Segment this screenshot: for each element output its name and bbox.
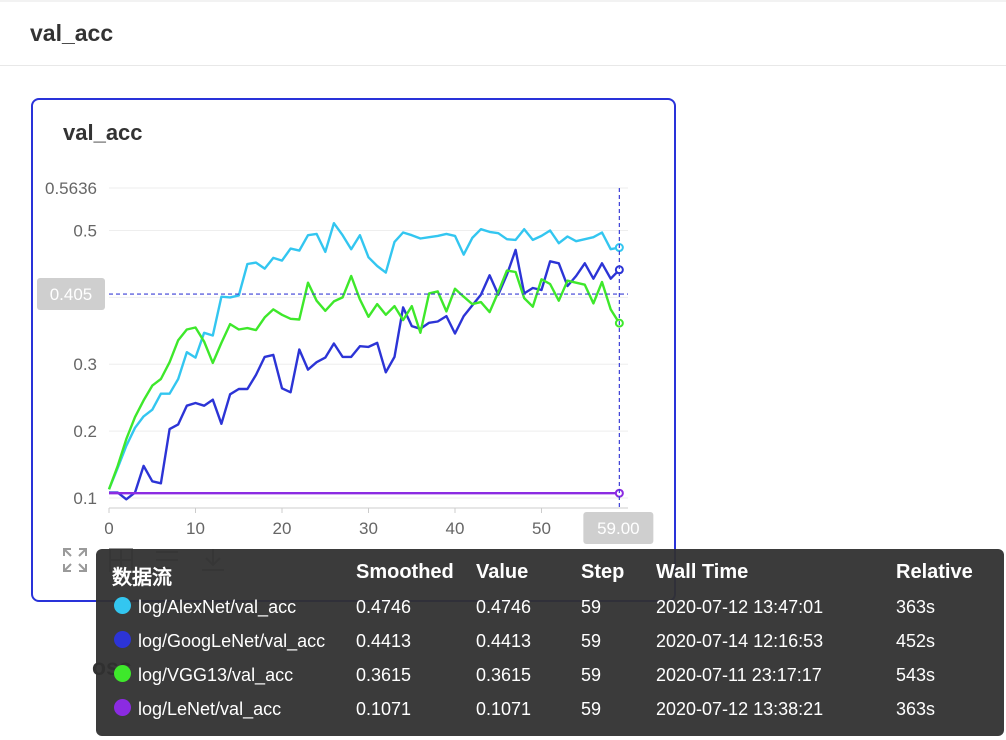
header-wall-time: Wall Time [656,561,749,583]
line-chart[interactable]: 0.405 59.00 0.1 0.2 0.3 0.5 0.5636 0 10 20 30 40 50 [33,100,674,600]
tooltip-row: log/AlexNet/val_acc 0.4746 0.4746 59 202… [96,597,1004,627]
row-smoothed: 0.1071 [356,699,412,719]
x-tick-label: 10 [186,519,205,538]
x-tick-label: 0 [104,519,113,538]
y-tick-label: 0.5 [73,222,97,241]
series-color-dot [114,597,131,614]
series-color-dot [114,665,131,682]
x-tick-label: 40 [446,519,465,538]
row-smoothed: 0.4413 [356,631,412,651]
y-tick-label: 0.3 [73,355,97,374]
series-line [107,221,620,490]
row-name: log/GoogLeNet/val_acc [138,631,326,651]
tooltip-row: log/GoogLeNet/val_acc 0.4413 0.4413 59 2… [96,631,1004,661]
fullscreen-icon[interactable] [61,546,89,574]
header-smoothed: Smoothed [356,561,454,583]
row-step: 59 [581,597,602,617]
axes [108,507,628,513]
hover-y-badge-bg [37,278,105,311]
row-wall-time: 2020-07-12 13:38:21 [656,699,824,719]
row-name: log/LeNet/val_acc [138,699,282,719]
row-wall-time: 2020-07-14 12:16:53 [656,631,824,651]
row-step: 59 [581,699,602,719]
y-tick-label: 0.2 [73,422,97,441]
series-color-dot [114,699,131,716]
hover-x-badge-bg [583,512,654,544]
row-relative: 363s [896,699,936,719]
row-wall-time: 2020-07-12 13:47:01 [656,597,824,617]
row-relative: 363s [896,597,936,617]
row-name: log/AlexNet/val_acc [138,597,297,617]
row-value: 0.1071 [476,699,532,719]
row-wall-time: 2020-07-11 23:17:17 [656,665,822,685]
hover-y-label: 0.405 [50,285,93,304]
x-tick-label: 20 [273,519,292,538]
series-line [109,248,621,501]
y-tick-label: 0.1 [73,489,97,508]
row-relative: 543s [896,665,936,685]
tooltip-row: log/LeNet/val_acc 0.1071 0.1071 59 2020-… [96,699,1004,729]
header-value: Value [476,561,529,583]
hover-x-badge: 59.00 [583,512,654,544]
chart-title: val_acc [63,120,143,145]
series-lines [107,221,624,501]
section-title: val_acc [30,20,114,46]
grid-lines [109,187,628,499]
row-step: 59 [581,665,602,685]
series-color-dot [114,631,131,648]
header-name: 数据流 [112,567,172,589]
x-tick-label: 50 [532,519,551,538]
row-smoothed: 0.4746 [356,597,412,617]
header-relative: Relative [896,561,973,583]
series-line [107,269,621,490]
row-value: 0.4413 [476,631,532,651]
x-tick-label: 30 [359,519,378,538]
row-name: log/VGG13/val_acc [138,665,294,685]
row-relative: 452s [896,631,936,651]
section-header[interactable]: val_acc [0,2,1006,66]
chart-card: val_acc 0.405 59.00 0.1 0.2 0.3 0.5 0.5636 0 10… [31,98,676,602]
axis-labels: 0.1 0.2 0.3 0.5 0.5636 0 10 20 30 40 50 [45,179,551,538]
row-smoothed: 0.3615 [356,665,412,685]
y-max-label: 0.5636 [45,179,97,198]
row-value: 0.3615 [476,665,532,685]
header-step: Step [581,561,625,583]
hover-crosshair: 0.405 59.00 [37,188,654,544]
hover-y-badge: 0.405 [37,278,105,311]
hover-x-label: 59.00 [597,519,640,538]
tooltip-row: log/VGG13/val_acc 0.3615 0.3615 59 2020-… [96,665,1004,695]
tooltip-header: 数据流 Smoothed Value Step Wall Time Relati… [96,561,1004,591]
row-value: 0.4746 [476,597,532,617]
data-tooltip: 数据流 Smoothed Value Step Wall Time Relati… [96,549,1004,736]
row-step: 59 [581,631,602,651]
